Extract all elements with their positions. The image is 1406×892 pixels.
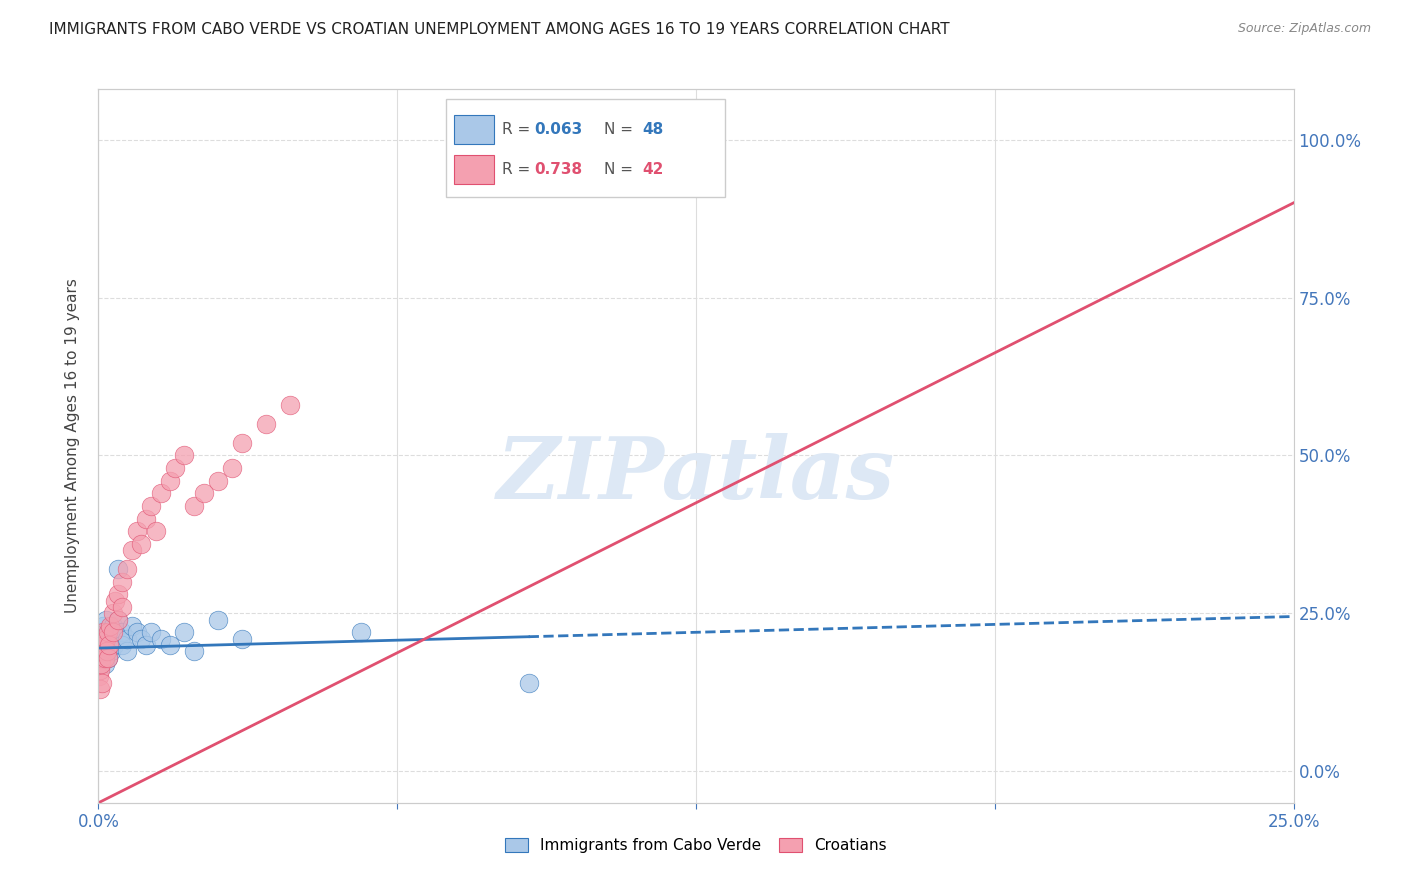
Point <box>139 499 162 513</box>
Point <box>97 625 120 640</box>
Point <box>254 417 277 431</box>
Y-axis label: Unemployment Among Ages 16 to 19 years: Unemployment Among Ages 16 to 19 years <box>65 278 80 614</box>
Point <box>115 644 138 658</box>
Point <box>149 486 172 500</box>
Point <box>135 638 157 652</box>
Point <box>91 625 114 640</box>
Point <box>103 638 125 652</box>
Point <box>89 657 111 671</box>
Point <box>661 133 683 147</box>
Point <box>121 543 143 558</box>
Point <box>125 625 148 640</box>
Point <box>90 650 112 665</box>
Point <box>94 613 117 627</box>
Point <box>100 644 122 658</box>
Point <box>90 632 112 646</box>
Point <box>183 644 205 658</box>
Point <box>89 644 111 658</box>
Point <box>107 613 129 627</box>
Point <box>278 398 301 412</box>
Point <box>115 562 138 576</box>
Point <box>131 537 153 551</box>
Point <box>149 632 172 646</box>
Point <box>96 644 118 658</box>
Point <box>115 632 138 646</box>
Point <box>111 625 134 640</box>
Point <box>135 511 157 525</box>
Point <box>89 669 111 683</box>
Text: ZIPatlas: ZIPatlas <box>496 433 896 516</box>
Point <box>111 600 134 615</box>
Point <box>207 474 229 488</box>
Point <box>93 625 115 640</box>
Point <box>107 587 129 601</box>
Point <box>91 644 114 658</box>
Point <box>139 625 162 640</box>
Point <box>98 619 122 633</box>
Point <box>111 638 134 652</box>
Point <box>173 625 195 640</box>
Point <box>89 663 111 677</box>
Point <box>91 632 114 646</box>
Point <box>104 593 127 607</box>
Point <box>131 632 153 646</box>
Point <box>97 650 120 665</box>
Point <box>101 607 124 621</box>
Point <box>193 486 215 500</box>
Point <box>111 574 134 589</box>
Point <box>159 638 181 652</box>
Point <box>107 562 129 576</box>
Point <box>97 650 120 665</box>
Point <box>89 638 111 652</box>
Point <box>94 657 117 671</box>
Point <box>91 638 114 652</box>
Point <box>163 461 186 475</box>
Point <box>207 613 229 627</box>
Point <box>90 675 112 690</box>
Text: IMMIGRANTS FROM CABO VERDE VS CROATIAN UNEMPLOYMENT AMONG AGES 16 TO 19 YEARS CO: IMMIGRANTS FROM CABO VERDE VS CROATIAN U… <box>49 22 950 37</box>
Point <box>90 625 112 640</box>
Point <box>97 632 120 646</box>
Point <box>93 644 115 658</box>
Point <box>98 638 122 652</box>
Point <box>90 650 112 665</box>
Point <box>97 638 120 652</box>
Point <box>101 619 124 633</box>
Point <box>91 644 114 658</box>
Point <box>121 619 143 633</box>
Point <box>159 474 181 488</box>
Point <box>517 675 540 690</box>
Point <box>231 632 253 646</box>
Point <box>350 625 373 640</box>
Point <box>89 682 111 697</box>
Point <box>101 632 124 646</box>
Point <box>91 619 114 633</box>
Point <box>90 638 112 652</box>
Point <box>97 625 120 640</box>
Point <box>94 650 117 665</box>
Legend: Immigrants from Cabo Verde, Croatians: Immigrants from Cabo Verde, Croatians <box>499 831 893 859</box>
Point <box>94 632 117 646</box>
Point <box>90 657 112 671</box>
Point <box>101 625 124 640</box>
Point <box>231 435 253 450</box>
Point <box>107 613 129 627</box>
Point <box>173 449 195 463</box>
Text: Source: ZipAtlas.com: Source: ZipAtlas.com <box>1237 22 1371 36</box>
Point <box>125 524 148 539</box>
Point <box>94 632 117 646</box>
Point <box>93 638 115 652</box>
Point <box>221 461 243 475</box>
Point <box>96 644 118 658</box>
Point <box>108 632 131 646</box>
Point <box>145 524 167 539</box>
Point <box>89 625 111 640</box>
Point <box>183 499 205 513</box>
Point <box>96 638 118 652</box>
Point <box>104 625 127 640</box>
